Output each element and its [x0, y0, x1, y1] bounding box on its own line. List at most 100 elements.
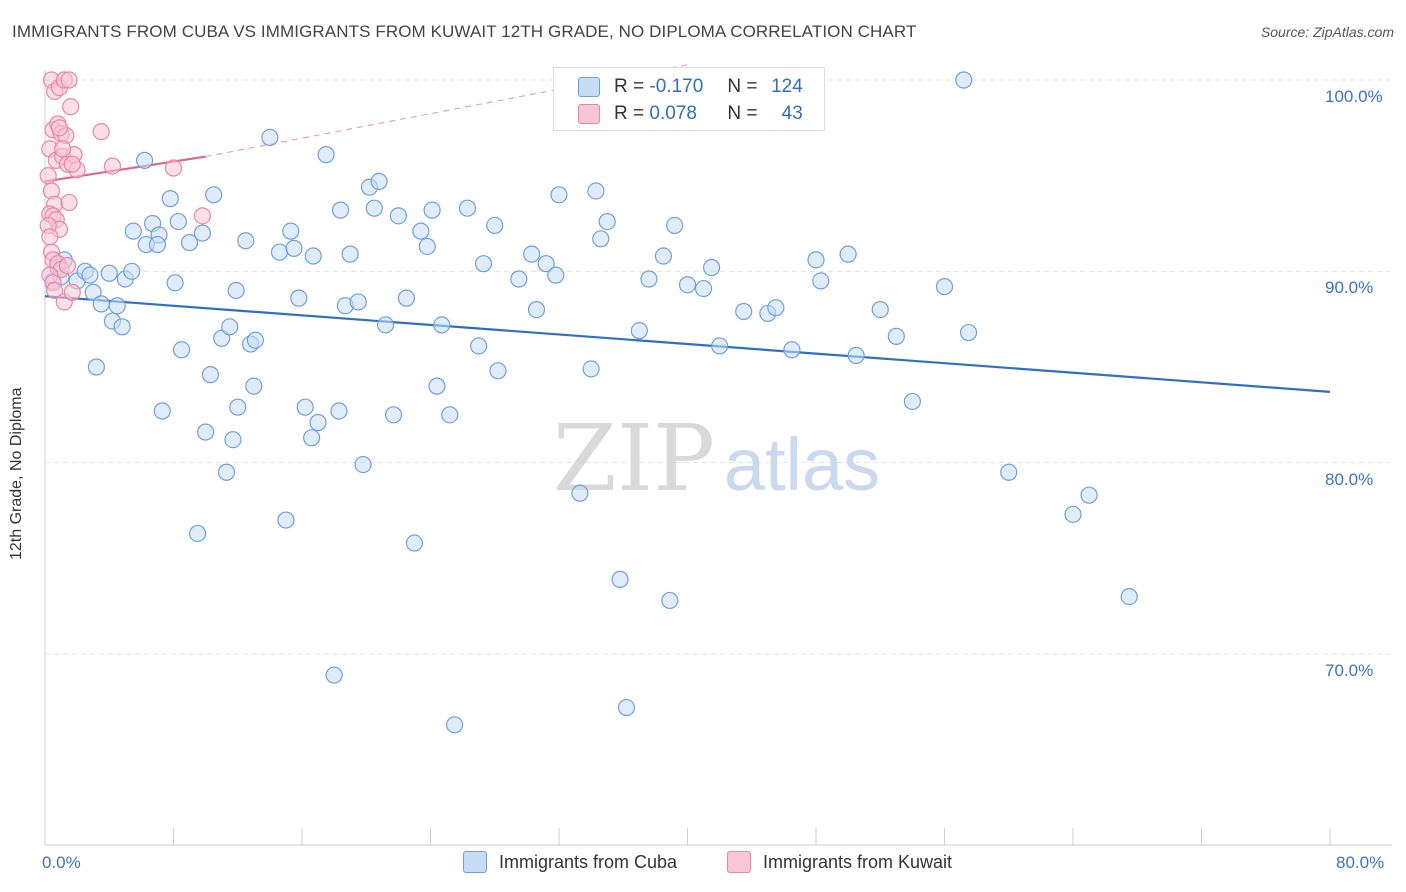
- watermark: ZIP atlas: [553, 405, 880, 512]
- data-point: [489, 362, 507, 380]
- data-point: [423, 201, 441, 219]
- data-point: [592, 230, 610, 248]
- stats-row-kuwait: R = 0.078 N = 43: [578, 101, 803, 127]
- r-label: R =: [614, 103, 645, 124]
- data-point: [486, 216, 504, 235]
- data-point: [193, 207, 212, 225]
- n-label: N =: [727, 76, 758, 97]
- data-point: [384, 406, 403, 424]
- r-value-cuba: -0.170: [649, 76, 704, 97]
- data-point: [303, 429, 321, 447]
- data-point: [523, 245, 541, 263]
- data-point: [304, 247, 322, 265]
- data-point: [172, 341, 191, 359]
- data-point: [317, 146, 335, 164]
- data-point: [474, 255, 493, 273]
- data-point: [887, 327, 905, 345]
- y-tick-label: 70.0%: [1325, 661, 1374, 680]
- data-point: [290, 289, 308, 307]
- cuba-swatch: [578, 77, 600, 97]
- data-point: [871, 301, 889, 319]
- data-point: [60, 193, 78, 212]
- data-point: [812, 272, 830, 290]
- data-point: [349, 293, 367, 311]
- data-point: [1064, 505, 1082, 523]
- data-point: [277, 511, 295, 529]
- data-point: [282, 222, 300, 240]
- data-point: [839, 245, 857, 263]
- data-point: [39, 167, 57, 185]
- data-point: [428, 377, 446, 395]
- data-point: [441, 406, 459, 424]
- data-point: [527, 301, 546, 319]
- data-point: [201, 366, 220, 384]
- r-value-kuwait: 0.078: [649, 103, 697, 124]
- data-point: [237, 232, 255, 250]
- data-point: [309, 413, 327, 432]
- data-point: [135, 151, 154, 169]
- data-point: [354, 455, 372, 474]
- data-point: [598, 212, 616, 231]
- source-label: Source: ZipAtlas.com: [1260, 24, 1394, 40]
- kuwait-swatch: [578, 104, 600, 124]
- data-point: [694, 279, 713, 298]
- data-point: [847, 346, 865, 365]
- data-point: [224, 431, 242, 449]
- data-point: [50, 119, 69, 137]
- data-point: [767, 299, 785, 317]
- data-point: [711, 337, 729, 355]
- data-point: [166, 274, 184, 292]
- data-point: [666, 216, 684, 235]
- data-point: [1120, 587, 1138, 606]
- data-point: [148, 235, 167, 254]
- x-tick-label-min: 0.0%: [42, 853, 81, 872]
- data-point: [1000, 463, 1018, 481]
- data-point: [180, 234, 199, 252]
- data-point: [123, 262, 141, 280]
- data-point: [153, 402, 171, 420]
- data-point: [537, 255, 555, 273]
- data-point: [661, 591, 679, 610]
- data-point: [54, 140, 72, 158]
- data-point: [325, 666, 343, 684]
- data-point: [245, 377, 263, 395]
- data-point: [654, 247, 673, 265]
- data-point: [412, 222, 430, 240]
- data-point: [418, 237, 436, 256]
- data-point: [296, 398, 314, 416]
- data-point: [100, 264, 118, 282]
- data-point: [197, 423, 215, 441]
- data-point: [261, 128, 279, 146]
- data-point: [678, 276, 697, 294]
- data-point: [103, 157, 122, 175]
- gridlines: [45, 79, 1390, 655]
- legend-swatch-kuwait: [727, 851, 751, 873]
- data-point: [376, 316, 395, 334]
- data-point: [365, 199, 383, 217]
- x-tick-label-max: 80.0%: [1336, 853, 1385, 872]
- data-point: [550, 186, 568, 204]
- data-point: [587, 182, 605, 200]
- data-point: [640, 270, 658, 288]
- data-point: [389, 207, 407, 225]
- data-point: [903, 392, 921, 411]
- y-axis-title: 12th Grade, No Diploma: [8, 387, 25, 560]
- data-point: [611, 570, 629, 588]
- data-point: [81, 266, 99, 284]
- data-point: [510, 270, 528, 288]
- watermark-atlas: atlas: [724, 423, 880, 506]
- stats-row-cuba: R = -0.170 N = 124: [578, 74, 803, 100]
- data-point: [341, 245, 359, 263]
- stats-legend: R = -0.170 N = 124 R = 0.078 N = 43: [553, 67, 825, 131]
- data-point: [617, 698, 636, 717]
- data-point: [124, 222, 142, 240]
- data-point: [285, 239, 303, 257]
- data-point: [87, 358, 106, 376]
- data-point: [108, 297, 126, 315]
- data-point: [46, 281, 64, 300]
- y-tick-label: 80.0%: [1325, 469, 1374, 489]
- data-point: [630, 322, 648, 340]
- data-point: [217, 463, 236, 481]
- y-tick-label: 90.0%: [1325, 278, 1374, 298]
- data-point: [959, 323, 978, 342]
